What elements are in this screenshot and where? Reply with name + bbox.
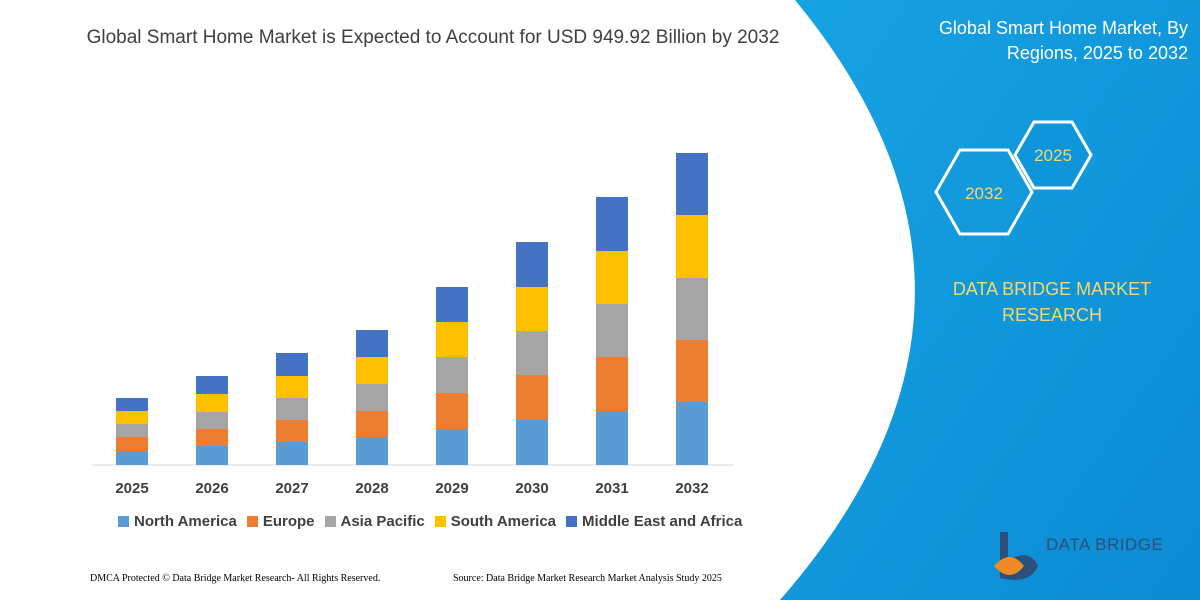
bar-segment <box>596 251 628 304</box>
bar-segment <box>516 287 548 331</box>
panel-title: Global Smart Home Market, By Regions, 20… <box>938 18 1188 63</box>
bar-segment <box>596 357 628 411</box>
bar-segment <box>436 357 468 393</box>
x-tick-label: 2028 <box>355 480 388 497</box>
legend-label: Middle East and Africa <box>582 513 743 530</box>
bar-segment <box>596 197 628 251</box>
x-tick-label: 2026 <box>195 480 228 497</box>
legend-label: Asia Pacific <box>340 513 425 530</box>
bar-segment <box>436 429 468 465</box>
hex-label: 2025 <box>1034 146 1072 165</box>
bar-segment <box>676 278 708 340</box>
x-tick-label: 2031 <box>595 480 628 497</box>
legend-swatch <box>118 516 129 527</box>
bar-segment <box>596 411 628 465</box>
legend-label: Europe <box>262 513 315 530</box>
legend-item: Asia Pacific <box>324 513 425 530</box>
bar-segment <box>676 215 708 278</box>
legend-item: South America <box>434 513 557 530</box>
hexagon <box>1013 120 1093 190</box>
x-tick-label: 2030 <box>515 480 548 497</box>
bar-segment <box>436 287 468 322</box>
bar-segment <box>676 402 708 465</box>
legend-swatch <box>324 516 336 527</box>
bar-segment <box>356 437 388 465</box>
side-panel <box>780 0 1200 600</box>
bar-segment <box>276 353 308 376</box>
bar-segment <box>116 398 148 411</box>
bar-segment <box>436 393 468 429</box>
legend-item: Middle East and Africa <box>566 513 742 530</box>
x-tick-label: 2029 <box>435 480 468 497</box>
bar-segment <box>356 411 388 437</box>
x-tick-label: 2032 <box>675 480 708 497</box>
bar-segment <box>116 411 148 424</box>
footer-source: Source: Data Bridge Market Research Mark… <box>453 573 722 584</box>
bar-segment <box>516 242 548 287</box>
bar-segment <box>676 153 708 215</box>
chart-title: Global Smart Home Market is Expected to … <box>86 27 780 48</box>
legend: North America Europe Asia Pacific South Ame… <box>118 513 742 530</box>
bar-segment <box>516 420 548 465</box>
bar-segment <box>596 304 628 357</box>
x-tick-label: 2027 <box>275 480 308 497</box>
bar-segment <box>356 384 388 411</box>
bar-segment <box>356 357 388 384</box>
legend-swatch <box>434 516 446 527</box>
brand-text: DATA BRIDGE MARKET RESEARCH <box>952 279 1152 325</box>
bar-segment <box>676 340 708 402</box>
bar-segment <box>276 442 308 465</box>
x-tick-label: 2025 <box>115 480 148 497</box>
logo-text: DATA BRIDGE <box>1046 535 1164 554</box>
bar-segment <box>436 322 468 357</box>
bar-segment <box>116 437 148 451</box>
legend-item: Europe <box>246 513 315 530</box>
legend-swatch <box>246 516 258 527</box>
legend-label: South America <box>450 513 557 530</box>
bar-segment <box>196 376 228 394</box>
legend-label: North America <box>134 513 237 530</box>
legend-swatch <box>566 516 578 527</box>
legend-item: North America <box>118 513 237 530</box>
bar-segment <box>196 429 228 446</box>
hex-label: 2032 <box>965 184 1003 203</box>
bar-segment <box>196 412 228 429</box>
bar-segment <box>276 398 308 420</box>
footer-note: DMCA Protected © Data Bridge Market Rese… <box>90 573 381 584</box>
bar-segment <box>196 394 228 412</box>
bar-segment <box>516 331 548 375</box>
bar-segment <box>516 375 548 420</box>
bar-segment <box>276 420 308 442</box>
bar-segment <box>356 330 388 357</box>
bar-segment <box>196 446 228 465</box>
logo-mark <box>994 557 1024 575</box>
bar-segment <box>116 424 148 437</box>
hexagon <box>934 148 1034 236</box>
bar-segment <box>276 376 308 398</box>
bar-segment <box>116 451 148 465</box>
